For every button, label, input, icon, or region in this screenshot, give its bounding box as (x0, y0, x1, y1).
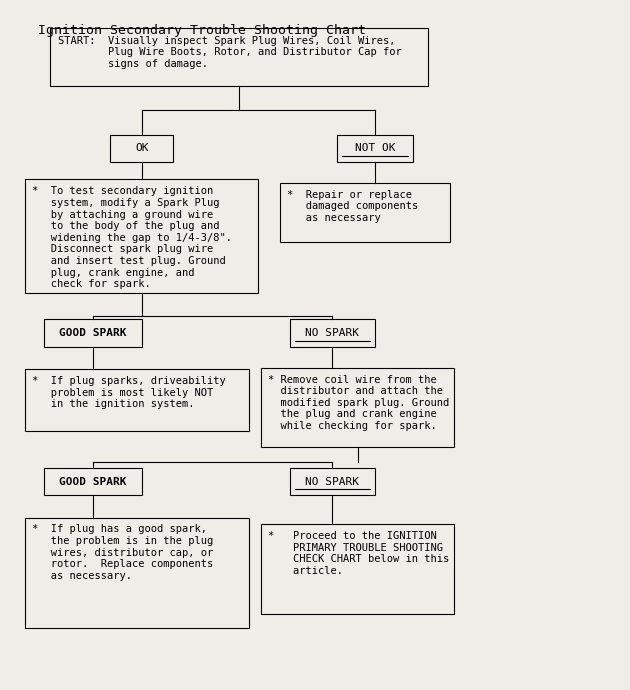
FancyBboxPatch shape (44, 468, 142, 495)
FancyBboxPatch shape (44, 319, 142, 347)
Text: *  If plug sparks, driveability
   problem is most likely NOT
   in the ignition: * If plug sparks, driveability problem i… (32, 376, 226, 409)
FancyBboxPatch shape (280, 183, 450, 242)
Text: *  If plug has a good spark,
   the problem is in the plug
   wires, distributor: * If plug has a good spark, the problem … (32, 524, 213, 581)
Text: OK: OK (135, 144, 149, 153)
FancyBboxPatch shape (337, 135, 413, 162)
FancyBboxPatch shape (25, 518, 249, 628)
FancyBboxPatch shape (290, 319, 375, 347)
Text: * Remove coil wire from the
  distributor and attach the
  modified spark plug. : * Remove coil wire from the distributor … (268, 375, 449, 431)
Text: GOOD SPARK: GOOD SPARK (59, 477, 127, 486)
Text: *   Proceed to the IGNITION
    PRIMARY TROUBLE SHOOTING
    CHECK CHART below i: * Proceed to the IGNITION PRIMARY TROUBL… (268, 531, 449, 576)
Text: START:  Visually inspect Spark Plug Wires, Coil Wires,
        Plug Wire Boots, : START: Visually inspect Spark Plug Wires… (58, 36, 402, 69)
FancyBboxPatch shape (50, 28, 428, 86)
Text: *  Repair or replace
   damaged components
   as necessary: * Repair or replace damaged components a… (287, 190, 418, 223)
FancyBboxPatch shape (290, 468, 375, 495)
Text: NO SPARK: NO SPARK (306, 328, 359, 338)
FancyBboxPatch shape (25, 179, 258, 293)
Text: NOT OK: NOT OK (355, 144, 395, 153)
FancyBboxPatch shape (25, 369, 249, 431)
Text: GOOD SPARK: GOOD SPARK (59, 328, 127, 338)
FancyBboxPatch shape (261, 368, 454, 447)
Text: Ignition Secondary Trouble Shooting Chart: Ignition Secondary Trouble Shooting Char… (38, 24, 366, 37)
FancyBboxPatch shape (261, 524, 454, 614)
Text: NO SPARK: NO SPARK (306, 477, 359, 486)
FancyBboxPatch shape (110, 135, 173, 162)
Text: *  To test secondary ignition
   system, modify a Spark Plug
   by attaching a g: * To test secondary ignition system, mod… (32, 186, 231, 289)
